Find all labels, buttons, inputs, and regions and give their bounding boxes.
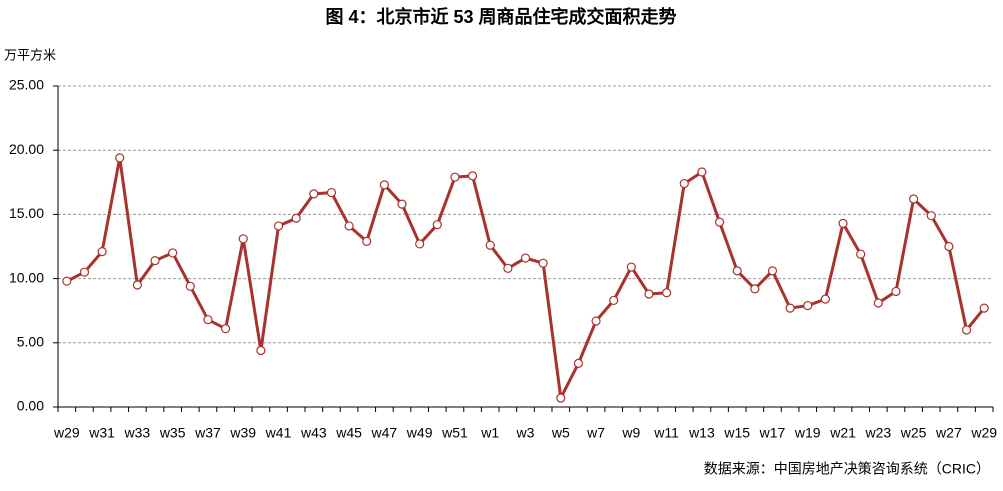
x-tick-label: w35 [159, 425, 186, 441]
data-point [662, 288, 672, 298]
x-tick-label: w13 [688, 425, 715, 441]
data-point [467, 171, 478, 181]
data-point [750, 284, 760, 294]
data-point [556, 393, 566, 403]
x-tick-label: w47 [371, 425, 398, 441]
data-point [909, 194, 919, 204]
data-point [115, 153, 125, 163]
data-point [326, 187, 337, 198]
data-point [609, 295, 619, 306]
data-point [132, 280, 142, 290]
x-tick-label: w45 [335, 425, 362, 441]
data-point [238, 234, 248, 244]
data-point [256, 345, 266, 356]
data-point [450, 172, 460, 182]
data-point [961, 325, 972, 335]
data-point [803, 300, 813, 311]
x-tick-label: w31 [88, 425, 115, 441]
x-tick-label: w9 [621, 425, 640, 441]
data-point [203, 315, 213, 325]
source-note: 数据来源：中国房地产决策咨询系统（CRIC） [704, 461, 990, 477]
data-point [697, 167, 707, 177]
data-point [520, 253, 531, 263]
data-point [873, 298, 883, 308]
data-point [732, 266, 742, 276]
data-point [538, 258, 548, 268]
data-point [397, 199, 407, 209]
data-point [979, 303, 989, 313]
x-tick-label: w29 [970, 425, 997, 441]
x-tick-label: w27 [935, 425, 962, 441]
data-point [220, 324, 231, 334]
data-point [432, 220, 442, 230]
data-point [379, 180, 389, 190]
x-tick-label: w23 [864, 425, 891, 441]
data-point [767, 266, 778, 276]
chart-title: 图 4：北京市近 53 周商品住宅成交面积走势 [325, 6, 676, 27]
x-tick-label: w51 [441, 425, 468, 441]
data-point [591, 316, 601, 326]
data-point [273, 221, 284, 231]
x-tick-label: w29 [53, 425, 80, 441]
data-point [573, 358, 584, 368]
data-point [838, 218, 848, 228]
data-point [785, 303, 795, 313]
data-point [644, 289, 654, 299]
data-point [291, 213, 301, 223]
y-tick-label: 20.00 [9, 141, 44, 157]
data-point [926, 211, 936, 221]
data-point [820, 294, 831, 304]
x-tick-label: w19 [794, 425, 821, 441]
x-tick-label: w1 [480, 425, 499, 441]
x-tick-label: w41 [265, 425, 292, 441]
data-point [344, 221, 354, 231]
x-tick-label: w33 [124, 425, 151, 441]
data-point [362, 236, 372, 246]
data-point [891, 286, 901, 297]
x-tick-label: w3 [516, 425, 535, 441]
x-tick-label: w15 [723, 425, 750, 441]
data-point [185, 281, 195, 291]
data-point [168, 248, 178, 258]
data-point [503, 263, 513, 273]
data-point [856, 249, 866, 259]
x-tick-label: w49 [406, 425, 433, 441]
data-point [97, 247, 107, 257]
data-point [79, 267, 90, 277]
data-point [150, 256, 160, 266]
y-tick-label: 0.00 [17, 398, 44, 414]
x-tick-label: w11 [653, 425, 679, 441]
x-tick-label: w39 [229, 425, 256, 441]
series-line [66, 157, 986, 404]
x-tick-label: w5 [551, 425, 570, 441]
y-tick-label: 25.00 [9, 77, 44, 93]
data-point [714, 217, 725, 227]
y-axis-label: 万平方米 [4, 47, 56, 62]
data-point [944, 241, 954, 252]
data-point [415, 239, 425, 249]
x-tick-label: w43 [300, 425, 327, 441]
data-point [485, 240, 495, 250]
data-point [62, 276, 72, 286]
y-tick-label: 5.00 [17, 334, 44, 350]
data-point [626, 262, 636, 272]
x-tick-label: w25 [900, 425, 927, 441]
y-tick-label: 10.00 [9, 269, 44, 285]
y-tick-label: 15.00 [9, 205, 44, 221]
x-tick-label: w37 [194, 425, 221, 441]
x-tick-label: w7 [586, 425, 605, 441]
x-tick-label: w17 [759, 425, 786, 441]
data-point [679, 178, 689, 189]
data-point [309, 189, 319, 199]
x-tick-label: w21 [829, 425, 856, 441]
